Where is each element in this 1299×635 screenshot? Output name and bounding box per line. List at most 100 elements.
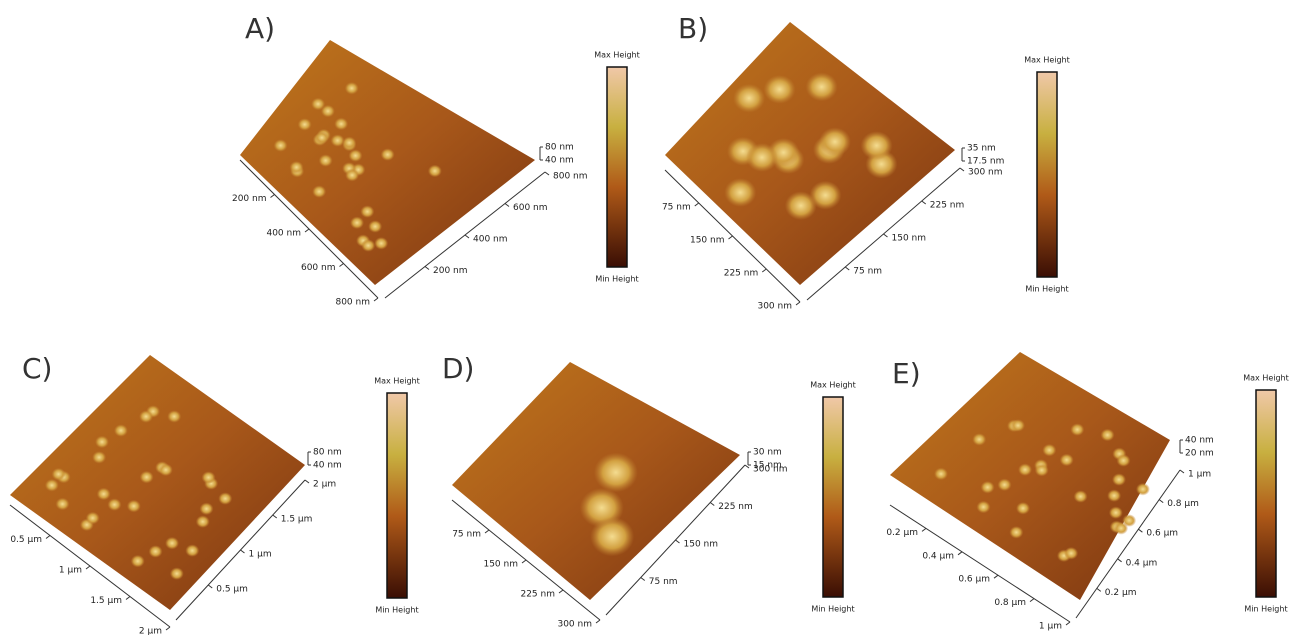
- surface-feature: [934, 468, 948, 481]
- z-label: 35 nm: [967, 144, 996, 154]
- surface-feature: [289, 161, 303, 174]
- axis-label: 75 nm: [649, 577, 678, 587]
- surface-feature: [976, 501, 990, 514]
- axis-tick: [710, 503, 714, 506]
- axis-tick: [729, 236, 733, 239]
- axis-label: 0.8 µm: [1167, 499, 1199, 509]
- axis-label: 2 µm: [139, 627, 162, 635]
- axis-tick: [695, 203, 699, 206]
- surface-feature: [368, 220, 382, 233]
- axis-tick: [465, 235, 469, 238]
- surface-feature: [321, 105, 335, 118]
- axis-tick: [958, 552, 962, 555]
- surface-feature: [1042, 444, 1056, 457]
- axis-label: 2 µm: [313, 480, 336, 490]
- surface-feature: [746, 143, 778, 172]
- surface-feature: [107, 498, 121, 511]
- axis-label: 200 nm: [232, 194, 267, 204]
- surface-feature: [348, 149, 362, 162]
- axis-label: 800 nm: [335, 298, 370, 308]
- colorbar: [607, 67, 627, 267]
- surface-feature: [127, 500, 141, 513]
- surface-feature: [334, 118, 348, 131]
- surface-feature: [590, 517, 634, 557]
- surface-feature: [724, 178, 756, 207]
- surface-feature: [312, 185, 326, 198]
- axis-label: 75 nm: [662, 203, 691, 213]
- axis-label: 75 nm: [452, 530, 481, 540]
- axis-tick: [425, 267, 429, 270]
- surface-feature: [381, 148, 395, 161]
- axis-tick: [1159, 500, 1163, 503]
- axis-label: 225 nm: [724, 269, 759, 279]
- axis-tick: [762, 269, 766, 272]
- surface-feature: [149, 545, 163, 558]
- axis-tick: [505, 204, 509, 207]
- axis-tick: [1030, 599, 1034, 602]
- z-label: 80 nm: [313, 448, 342, 458]
- axis-tick: [545, 172, 549, 175]
- surface-feature: [594, 453, 638, 493]
- z-label: 40 nm: [1185, 436, 1214, 446]
- surface-feature: [114, 424, 128, 437]
- surface-feature: [806, 72, 838, 101]
- surface-feature: [1116, 454, 1130, 467]
- surface-feature: [1112, 473, 1126, 486]
- axis-label: 1 µm: [249, 550, 272, 560]
- axis-label: 300 nm: [757, 302, 792, 312]
- colorbar: [1256, 390, 1276, 597]
- panel-label: C): [22, 352, 52, 385]
- axis-tick: [340, 264, 344, 267]
- surface-feature: [360, 205, 374, 218]
- axis-tick: [596, 620, 600, 623]
- surface-feature: [733, 84, 765, 113]
- surface-feature: [1107, 489, 1121, 502]
- axis-label: 150 nm: [684, 540, 719, 550]
- axis-tick: [884, 234, 888, 237]
- axis-tick: [241, 550, 245, 553]
- colorbar-max: Max Height: [810, 381, 856, 390]
- axis-tick: [126, 597, 130, 600]
- surface-feature: [1060, 454, 1074, 467]
- axis-label: 1.5 µm: [281, 515, 313, 525]
- axis-label: 600 nm: [513, 203, 548, 213]
- axis-label: 1 µm: [59, 566, 82, 576]
- surface-feature: [1009, 526, 1023, 539]
- axis-tick: [559, 590, 563, 593]
- axis-label: 300 nm: [968, 168, 1003, 178]
- axis-label: 150 nm: [483, 560, 518, 570]
- surface-feature: [1114, 522, 1128, 535]
- surface-feature: [52, 468, 66, 481]
- surface-feature: [1035, 464, 1049, 477]
- axis-tick: [922, 528, 926, 531]
- z-label: 30 nm: [753, 448, 782, 458]
- axis-label: 0.5 µm: [216, 585, 248, 595]
- z-label: 20 nm: [1185, 449, 1214, 459]
- colorbar: [1037, 72, 1057, 277]
- axis-tick: [485, 530, 489, 533]
- colorbar-min: Min Height: [595, 275, 638, 284]
- surface-feature: [159, 464, 173, 477]
- axis-label: 600 nm: [301, 263, 336, 273]
- z-label: 17.5 nm: [967, 157, 1004, 167]
- surface-feature: [97, 488, 111, 501]
- colorbar-min: Min Height: [811, 605, 854, 614]
- axis-label: 150 nm: [690, 236, 725, 246]
- surface-feature: [315, 131, 329, 144]
- axis-label: 0.2 µm: [886, 528, 918, 538]
- z-label: 40 nm: [313, 461, 342, 471]
- surface-feature: [819, 127, 851, 156]
- axis-tick: [208, 585, 212, 588]
- surface-feature: [1074, 490, 1088, 503]
- axis-label: 1 µm: [1039, 622, 1062, 632]
- axis-label: 75 nm: [853, 267, 882, 277]
- panel-label: D): [442, 352, 474, 385]
- axis-label: 0.6 µm: [958, 575, 990, 585]
- axis-tick: [305, 480, 309, 483]
- axis-label: 1.5 µm: [90, 596, 122, 606]
- axis-label: 0.2 µm: [1105, 588, 1137, 598]
- surface-feature: [201, 471, 215, 484]
- surface-feature: [374, 237, 388, 250]
- axis-label: 1 µm: [1188, 470, 1211, 480]
- surface-feature: [1109, 506, 1123, 519]
